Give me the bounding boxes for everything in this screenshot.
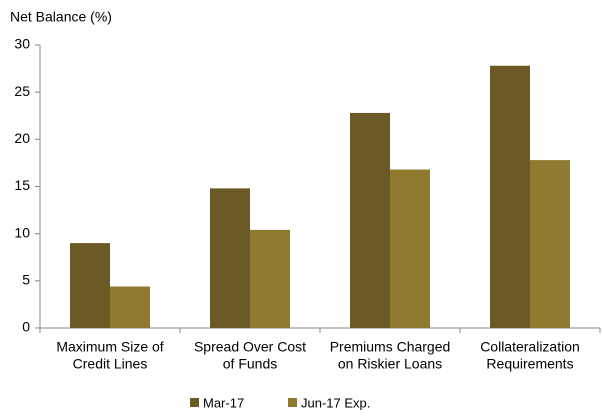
bar [390,169,430,328]
legend-swatch [288,398,297,407]
bar [350,112,390,328]
x-tick-label: Maximum Size of [56,339,163,355]
y-tick-label: 15 [14,177,30,193]
y-tick-label: 0 [22,319,30,335]
bar [210,188,250,328]
y-tick-label: 25 [14,83,30,99]
y-tick-label: 5 [22,272,30,288]
bar [110,286,150,328]
x-tick-label: of Funds [223,356,277,372]
bar [490,65,530,329]
y-tick-label: 20 [14,130,30,146]
legend-label: Mar-17 [203,395,244,410]
legend-label: Jun-17 Exp. [301,395,370,410]
legend-swatch [190,398,199,407]
x-tick-label: Credit Lines [73,356,148,372]
bar [250,229,290,328]
bar [530,160,570,328]
x-tick-label: Requirements [486,356,573,372]
x-tick-label: Premiums Charged [330,339,451,355]
y-tick-label: 10 [14,224,30,240]
bar [70,243,110,328]
x-tick-label: Collateralization [480,339,580,355]
x-tick-label: on Riskier Loans [338,356,442,372]
y-tick-label: 30 [14,36,30,52]
x-tick-label: Spread Over Cost [194,339,306,355]
y-axis-label: Net Balance (%) [10,9,112,25]
